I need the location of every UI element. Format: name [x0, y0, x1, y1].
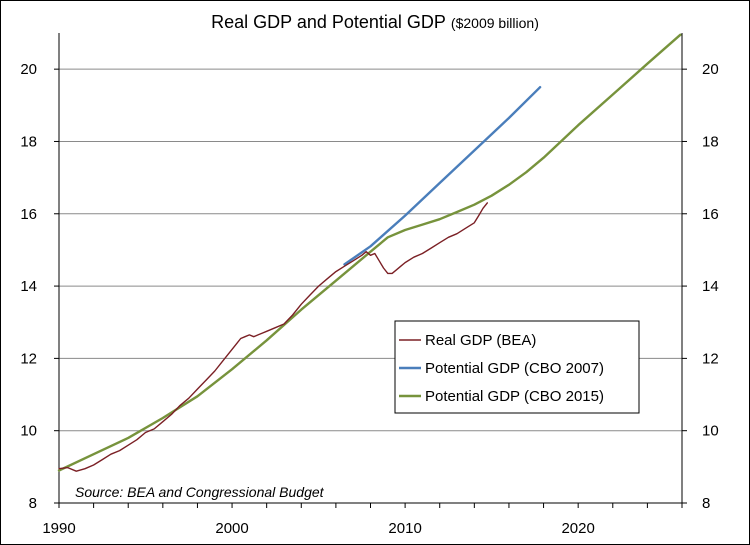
y-tick-label-right-12: 12 [702, 350, 719, 367]
gridlines [59, 68, 682, 432]
legend-label-3: Potential GDP (CBO 2015) [425, 388, 604, 405]
x-tick-label-2020: 2020 [561, 520, 594, 537]
series-line-1 [58, 202, 488, 472]
y-tick-label-left-8: 8 [29, 495, 37, 512]
legend-label-1: Real GDP (BEA) [425, 332, 536, 349]
y-tick-label-right-8: 8 [702, 495, 710, 512]
y-tick-label-left-16: 16 [20, 206, 37, 223]
chart-title-units: ($2009 billion) [451, 15, 539, 31]
source-note: Source: BEA and Congressional Budget [75, 484, 325, 500]
y-tick-label-left-12: 12 [20, 350, 37, 367]
y-tick-label-right-20: 20 [702, 61, 719, 78]
chart-title-main: Real GDP and Potential GDP [211, 12, 446, 32]
series-line-3 [57, 33, 682, 472]
series-line-2 [343, 85, 542, 266]
y-tick-label-right-18: 18 [702, 133, 719, 150]
x-tick-label-1990: 1990 [42, 520, 75, 537]
axes [54, 33, 687, 508]
legend-label-2: Potential GDP (CBO 2007) [425, 360, 604, 377]
x-tick-label-2000: 2000 [215, 520, 248, 537]
y-tick-label-left-10: 10 [20, 423, 37, 440]
y-tick-label-right-10: 10 [702, 423, 719, 440]
series-lines [57, 33, 682, 472]
x-tick-label-2010: 2010 [388, 520, 421, 537]
y-tick-label-right-16: 16 [702, 206, 719, 223]
y-tick-label-left-14: 14 [20, 278, 37, 295]
y-tick-label-left-20: 20 [20, 61, 37, 78]
legend: Real GDP (BEA) Potential GDP (CBO 2007) Po… [394, 320, 640, 414]
chart-title: Real GDP and Potential GDP ($2009 billion… [211, 12, 539, 32]
y-tick-label-left-18: 18 [20, 133, 37, 150]
legend-box [394, 320, 640, 414]
y-tick-label-right-14: 14 [702, 278, 719, 295]
